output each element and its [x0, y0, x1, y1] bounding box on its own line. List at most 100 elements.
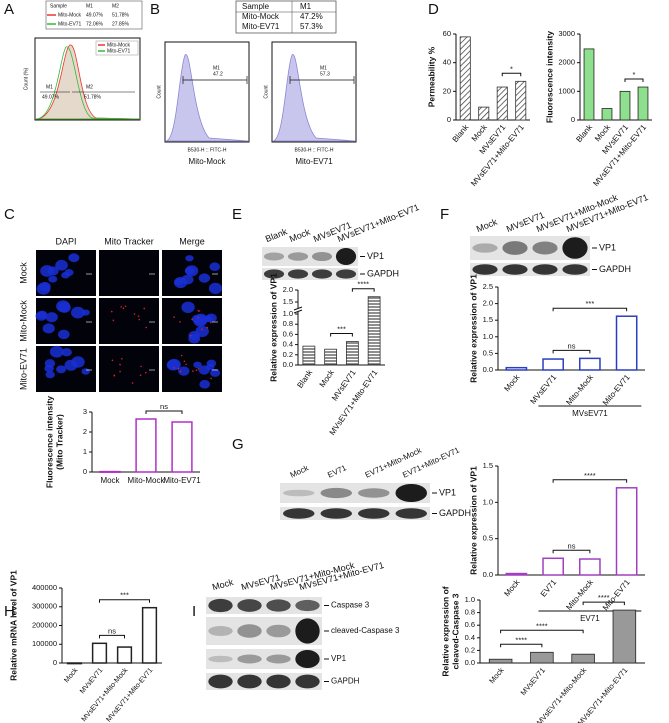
- bar: [91, 642, 108, 664]
- row-label: Mock: [18, 262, 28, 284]
- y-tick-label: 0.8: [465, 608, 475, 617]
- x-tick-label: Mito-Mock: [564, 372, 595, 407]
- bar: [505, 366, 528, 371]
- gate-value: 49.07%: [42, 94, 60, 100]
- bar: [66, 662, 83, 665]
- bar: [615, 487, 638, 576]
- panel-label: G: [232, 436, 244, 453]
- y-axis-title: Relative mRNA level of VP1: [8, 570, 18, 681]
- table-cell: M1: [86, 3, 93, 9]
- y-tick-label: 0.6: [283, 329, 293, 338]
- x-tick-label: Mito-Mock: [128, 476, 166, 485]
- axis-break: [293, 306, 303, 311]
- significance-label: ****: [536, 621, 548, 630]
- y-axis-title: Relative expression of: [440, 586, 450, 676]
- bar: [530, 651, 554, 664]
- panel-label: I: [192, 603, 196, 620]
- y-tick-label: 1.0: [465, 595, 475, 604]
- blot-band: [532, 264, 558, 275]
- bar: [478, 106, 490, 121]
- micrograph: [99, 298, 159, 344]
- table-cell: Mito-Mock: [58, 12, 82, 18]
- plot-frame: [34, 37, 141, 121]
- y-tick-label: 0.0: [283, 360, 293, 369]
- significance-label: ***: [585, 299, 594, 308]
- mito-signal: [210, 377, 212, 380]
- x-axis-title: B530-H :: FITC-H: [295, 147, 334, 153]
- y-axis-title: Count: [156, 85, 162, 99]
- lane-label: Mock: [475, 217, 499, 235]
- nucleus: [64, 359, 78, 371]
- bar: [99, 470, 121, 473]
- significance-label: ****: [584, 471, 596, 480]
- blot-strip: [262, 268, 358, 280]
- mito-signal: [210, 321, 212, 324]
- blot-band: [335, 269, 357, 279]
- blot-band: [395, 508, 427, 519]
- row-label: Mito-EV71: [18, 348, 28, 390]
- panel-label: A: [4, 1, 14, 18]
- blot-band: [472, 243, 498, 253]
- table-cell: 47.2%: [300, 12, 323, 21]
- y-tick-label: 0.8: [283, 319, 293, 328]
- band-label: VP1: [439, 487, 456, 497]
- y-tick-label: 0: [83, 467, 87, 476]
- y-axis-title: Fluorescence intensity: [44, 396, 54, 488]
- nucleus: [181, 301, 195, 314]
- blot-band: [287, 252, 309, 261]
- mito-signal: [197, 367, 200, 370]
- nucleus: [56, 365, 67, 374]
- blot-strip: [206, 597, 322, 614]
- blot-band: [263, 269, 285, 279]
- blot-band: [320, 487, 352, 499]
- significance-bracket: [99, 599, 150, 603]
- y-tick-label: 0.6: [465, 620, 475, 629]
- y-tick-label: 400000: [32, 583, 57, 592]
- x-tick-label: MVsEV71: [519, 666, 547, 697]
- band-label: VP1: [367, 251, 384, 261]
- significance-label: *: [633, 70, 636, 79]
- band-label: VP1: [599, 242, 616, 252]
- blot-band: [295, 650, 320, 668]
- y-tick-label: 1.5: [283, 297, 293, 306]
- bar: [571, 653, 595, 664]
- y-tick-label: 1.5: [483, 461, 493, 470]
- bar: [601, 108, 613, 121]
- y-tick-label: 3000: [558, 29, 575, 38]
- nucleus: [185, 255, 194, 262]
- blot-band: [311, 251, 333, 262]
- nucleus: [48, 275, 58, 283]
- significance-bracket: [99, 634, 125, 639]
- nucleus: [210, 368, 221, 377]
- blot-band: [295, 674, 320, 689]
- mito-signal: [198, 310, 200, 312]
- x-tick-label: Mock: [502, 372, 522, 393]
- x-axis-title: B530-H :: FITC-H: [188, 147, 227, 153]
- blot-band: [311, 269, 333, 279]
- y-tick-label: 300000: [32, 602, 57, 611]
- mito-signal: [133, 313, 136, 315]
- bar: [367, 296, 381, 366]
- significance-bracket: [501, 72, 522, 77]
- nucleus: [198, 273, 211, 283]
- y-tick-label: 0.2: [283, 350, 293, 359]
- lane-label: Mock: [211, 577, 235, 592]
- panel-label: F: [440, 206, 449, 223]
- significance-label: ***: [120, 591, 129, 600]
- significance-label: ns: [160, 402, 168, 411]
- lane-label: Blank: [264, 226, 289, 244]
- x-tick-label: Mock: [487, 666, 506, 686]
- mito-signal: [139, 374, 142, 377]
- nucleus: [36, 282, 51, 295]
- table-cell: M2: [112, 3, 119, 9]
- bar: [171, 421, 193, 473]
- band-label: GAPDH: [439, 508, 471, 518]
- blot-band: [208, 655, 233, 663]
- band-label: GAPDH: [599, 264, 631, 274]
- blot-band: [208, 674, 233, 689]
- nucleus: [178, 366, 190, 376]
- blot-band: [208, 625, 233, 637]
- table-cell: Sample: [50, 3, 67, 9]
- blot-band: [287, 269, 309, 279]
- table-cell: 72.06%: [86, 21, 104, 27]
